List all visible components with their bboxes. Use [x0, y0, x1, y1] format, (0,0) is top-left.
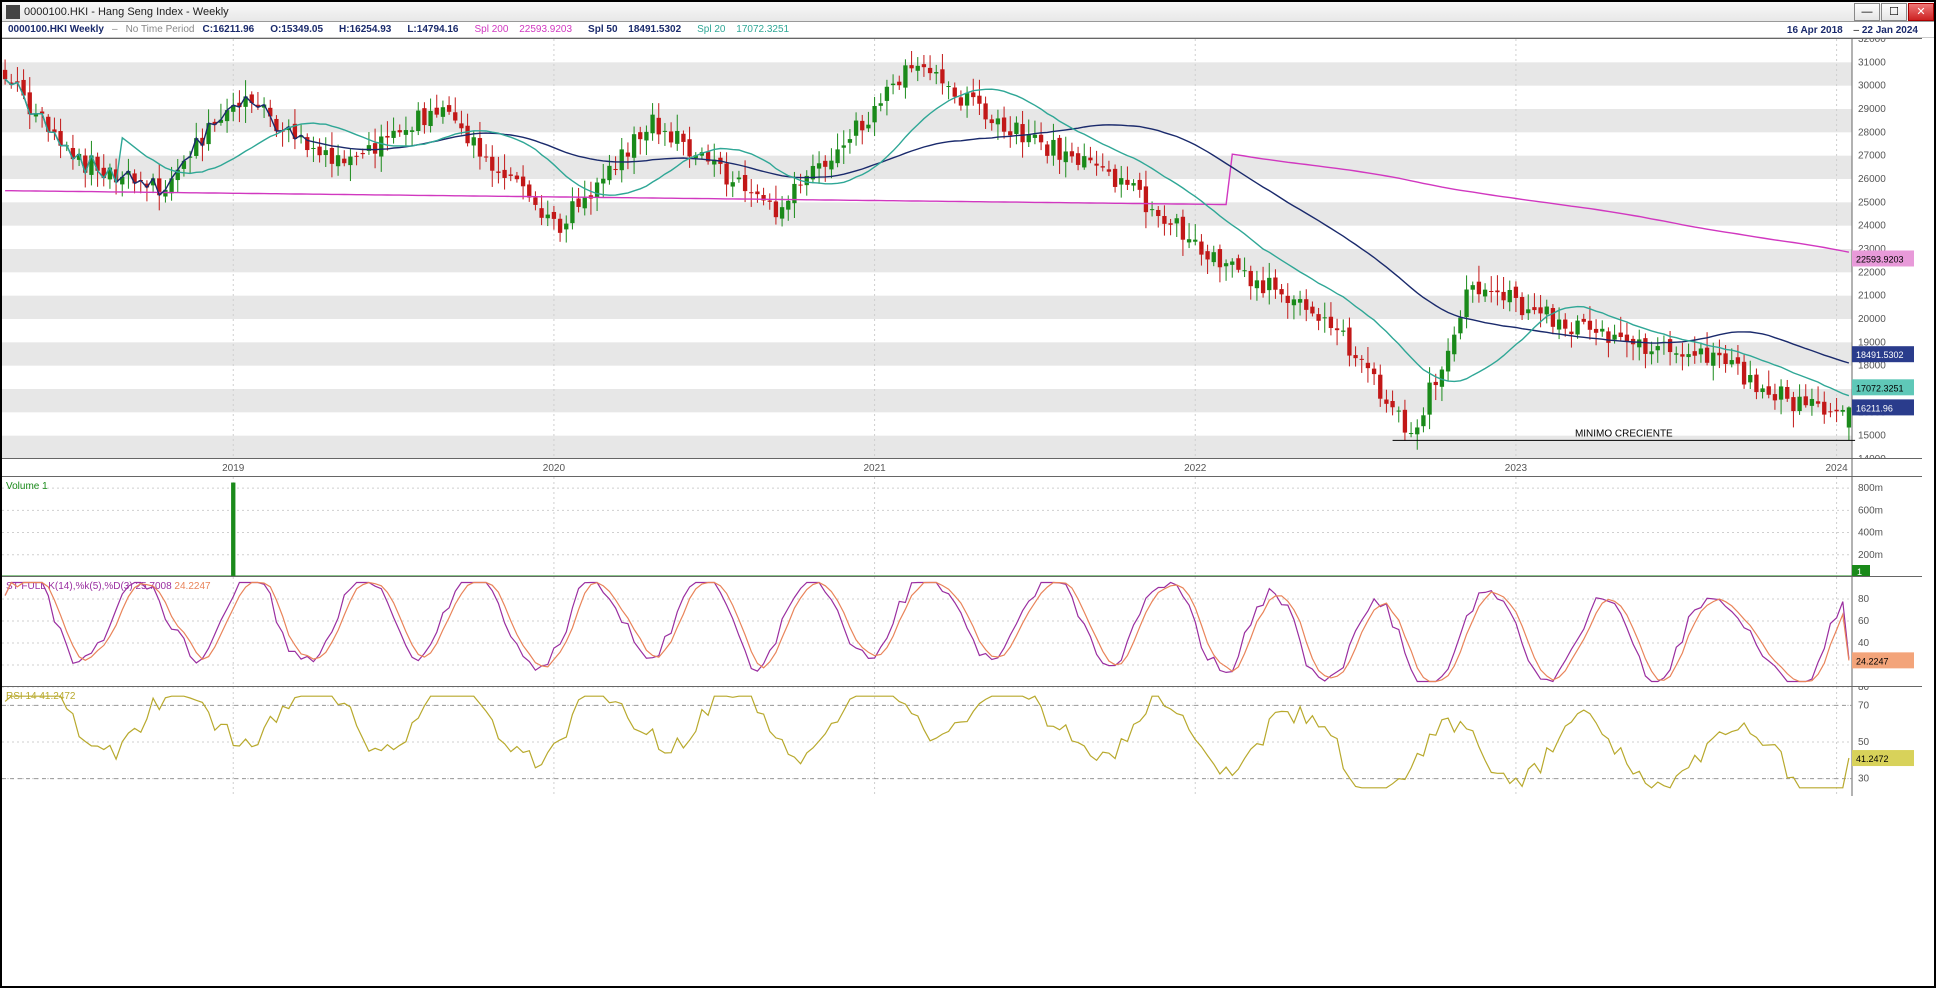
- svg-text:MINIMO CRECIENTE: MINIMO CRECIENTE: [1575, 428, 1673, 439]
- titlebar[interactable]: 0000100.HKI - Hang Seng Index - Weekly —…: [2, 2, 1934, 22]
- content: 0000100.HKI Weekly – No Time Period C:16…: [2, 22, 1934, 986]
- window-title: 0000100.HKI - Hang Seng Index - Weekly: [24, 6, 1853, 18]
- close-button[interactable]: ✕: [1908, 3, 1934, 21]
- ma200-label: Spl 200 22593.9203: [475, 24, 581, 35]
- svg-text:15000: 15000: [1858, 431, 1886, 442]
- svg-text:27000: 27000: [1858, 151, 1886, 162]
- minimize-button[interactable]: —: [1854, 3, 1880, 21]
- svg-text:2024: 2024: [1825, 463, 1848, 474]
- svg-text:20000: 20000: [1858, 314, 1886, 325]
- window-buttons: — ☐ ✕: [1853, 3, 1934, 21]
- svg-text:2022: 2022: [1184, 463, 1207, 474]
- volume-panel[interactable]: 200m 400m 600m 800m Volume 1 1: [2, 476, 1922, 576]
- ohlc-l: L:14794.16: [407, 24, 466, 35]
- svg-text:30000: 30000: [1858, 81, 1886, 92]
- svg-text:2019: 2019: [222, 463, 245, 474]
- svg-text:22593.9203: 22593.9203: [1856, 254, 1904, 264]
- svg-text:17072.3251: 17072.3251: [1856, 383, 1904, 393]
- app-icon: [6, 5, 20, 19]
- svg-text:21000: 21000: [1858, 291, 1886, 302]
- chart-window: 0000100.HKI - Hang Seng Index - Weekly —…: [0, 0, 1936, 988]
- svg-text:24.2247: 24.2247: [1856, 656, 1889, 666]
- svg-text:Volume 1: Volume 1: [6, 481, 48, 492]
- svg-text:16211.96: 16211.96: [1856, 403, 1893, 413]
- svg-text:18000: 18000: [1858, 361, 1886, 372]
- chart-panels[interactable]: 1400015000160001700018000190002000021000…: [2, 38, 1934, 986]
- svg-text:29000: 29000: [1858, 104, 1886, 115]
- symbol-label: 0000100.HKI Weekly: [8, 24, 104, 35]
- svg-text:200m: 200m: [1858, 550, 1883, 561]
- svg-text:800m: 800m: [1858, 483, 1883, 494]
- svg-text:1: 1: [1857, 567, 1862, 576]
- svg-text:80: 80: [1858, 686, 1870, 693]
- svg-text:18491.5302: 18491.5302: [1856, 350, 1904, 360]
- stochastic-panel[interactable]: 20406080ST FULL K(14),%k(5),%D(3) 25.700…: [2, 576, 1922, 686]
- ma50-label: Spl 50 18491.5302: [588, 24, 689, 35]
- ohlc-h: H:16254.93: [339, 24, 399, 35]
- time-axis: 2019 2020 2021 2022 2023 2024: [2, 458, 1922, 476]
- svg-text:2021: 2021: [863, 463, 886, 474]
- ohlc-o: O:15349.05: [270, 24, 331, 35]
- svg-text:28000: 28000: [1858, 127, 1886, 138]
- svg-text:40: 40: [1858, 638, 1870, 649]
- svg-text:2020: 2020: [543, 463, 566, 474]
- date-range: 16 Apr 2018 – 22 Jan 2024: [1787, 22, 1926, 38]
- svg-text:24000: 24000: [1858, 221, 1886, 232]
- svg-text:60: 60: [1858, 616, 1870, 627]
- ohlc-c: C:16211.96: [202, 24, 262, 35]
- svg-text:400m: 400m: [1858, 528, 1883, 539]
- svg-text:26000: 26000: [1858, 174, 1886, 185]
- svg-text:31000: 31000: [1858, 57, 1886, 68]
- price-chart[interactable]: 1400015000160001700018000190002000021000…: [2, 38, 1922, 458]
- svg-text:22000: 22000: [1858, 267, 1886, 278]
- svg-text:25000: 25000: [1858, 197, 1886, 208]
- svg-text:2023: 2023: [1505, 463, 1528, 474]
- svg-text:14000: 14000: [1858, 454, 1886, 458]
- info-bar: 0000100.HKI Weekly – No Time Period C:16…: [2, 22, 1934, 38]
- maximize-button[interactable]: ☐: [1881, 3, 1907, 21]
- rsi-panel[interactable]: 30507080RSI 14 41.247241.2472: [2, 686, 1922, 796]
- svg-text:41.2472: 41.2472: [1856, 754, 1889, 764]
- svg-text:80: 80: [1858, 594, 1870, 605]
- ma20-label: Spl 20 17072.3251: [697, 24, 797, 35]
- svg-text:50: 50: [1858, 737, 1870, 748]
- period-dash: –: [112, 24, 118, 35]
- svg-text:600m: 600m: [1858, 505, 1883, 516]
- svg-text:70: 70: [1858, 700, 1870, 711]
- period-label: No Time Period: [126, 24, 195, 35]
- svg-text:32000: 32000: [1858, 38, 1886, 45]
- svg-text:30: 30: [1858, 774, 1870, 785]
